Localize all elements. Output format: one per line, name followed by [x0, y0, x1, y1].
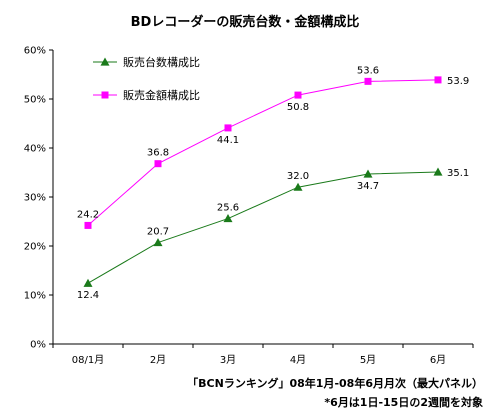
- data-label: 35.1: [447, 168, 469, 179]
- data-label: 44.1: [217, 135, 239, 146]
- data-point-square: [224, 124, 232, 132]
- x-tick-label: 6月: [430, 354, 446, 366]
- data-point-triangle: [223, 214, 233, 223]
- data-point-triangle: [363, 169, 373, 178]
- data-point-square: [154, 160, 162, 168]
- data-label: 12.4: [77, 290, 99, 301]
- data-label: 50.8: [287, 102, 309, 113]
- y-tick-label: 20%: [24, 242, 46, 253]
- data-label: 32.0: [287, 171, 309, 182]
- data-label: 20.7: [147, 227, 169, 238]
- source-line-2: *6月は1日-15日の2週間を対象: [324, 395, 483, 409]
- y-tick-label: 50%: [24, 95, 46, 106]
- data-point-triangle: [100, 57, 110, 66]
- series-line: [87, 79, 439, 226]
- series-line: [87, 171, 439, 284]
- data-label: 53.6: [357, 65, 379, 76]
- data-point-triangle: [433, 167, 443, 176]
- chart-title: BDレコーダーの販売台数・金額構成比: [131, 14, 360, 30]
- data-label: 34.7: [357, 181, 379, 192]
- x-tick-label: 5月: [360, 354, 376, 366]
- data-point-square: [434, 76, 442, 84]
- x-tick-label: 08/1月: [72, 354, 104, 366]
- data-point-square: [84, 221, 92, 229]
- legend-label: 販売台数構成比: [123, 55, 200, 69]
- y-tick-label: 0%: [30, 340, 46, 351]
- x-tick-label: 2月: [150, 354, 166, 366]
- series-group: 12.4 20.7 25.6 32.0 34.7 35.1 24.2 36.8 44.1 50.8…: [77, 65, 469, 301]
- x-tick-label: 3月: [220, 354, 236, 366]
- y-tick-label: 60%: [24, 46, 46, 57]
- y-tick-label: 40%: [24, 144, 46, 155]
- data-point-triangle: [153, 238, 163, 247]
- data-label: 53.9: [447, 76, 469, 87]
- y-tick-label: 30%: [24, 193, 46, 204]
- data-point-square: [294, 91, 302, 99]
- data-point-square: [364, 77, 372, 85]
- data-label: 25.6: [217, 203, 239, 214]
- x-tick-label: 4月: [290, 354, 306, 366]
- data-point-triangle: [293, 182, 303, 191]
- data-point-triangle: [83, 278, 93, 287]
- source-line-1: 「BCNランキング」08年1月-08年6月月次（最大パネル）: [187, 376, 483, 390]
- legend-label: 販売金額構成比: [123, 88, 200, 102]
- axes: 0% 10% 20% 30% 40% 50% 60% 08/1月 2月 3月 4月 5月 6月: [24, 46, 474, 366]
- data-label: 36.8: [147, 148, 169, 159]
- data-label: 24.2: [77, 209, 99, 220]
- data-point-square: [101, 91, 109, 99]
- y-tick-label: 10%: [24, 291, 46, 302]
